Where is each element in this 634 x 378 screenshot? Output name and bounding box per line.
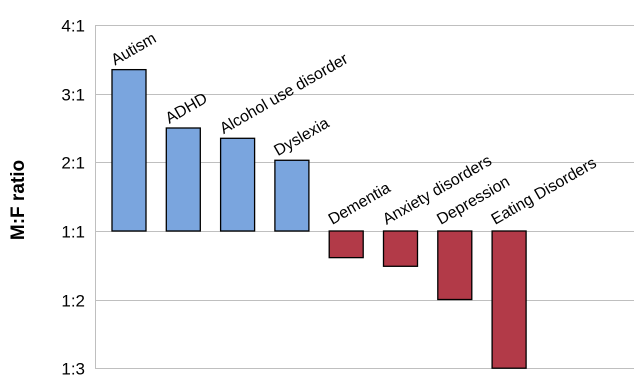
bar-label: Dyslexia [271,115,332,160]
y-tick-label: 3:1 [61,86,85,105]
bar-label: ADHD [163,90,211,127]
y-tick-label: 1:1 [61,223,85,242]
y-axis-label: M:F ratio [8,160,29,240]
bar [382,230,419,267]
bar [165,127,201,232]
bar [437,230,473,301]
y-axis-ticks: 4:1 3:1 2:1 1:1 1:2 1:3 [61,17,85,378]
bar [274,159,310,232]
bar-label: Autism [109,30,160,69]
bar-label: Alcohol use disorder [217,50,352,138]
y-tick-label: 1:3 [61,360,85,378]
bar [491,230,527,369]
y-tick-label: 2:1 [61,154,85,173]
y-tick-label: 4:1 [61,17,85,36]
bar [219,137,256,232]
bar [328,230,364,259]
bars [111,68,527,369]
bar [111,68,147,232]
y-tick-label: 1:2 [61,292,85,311]
